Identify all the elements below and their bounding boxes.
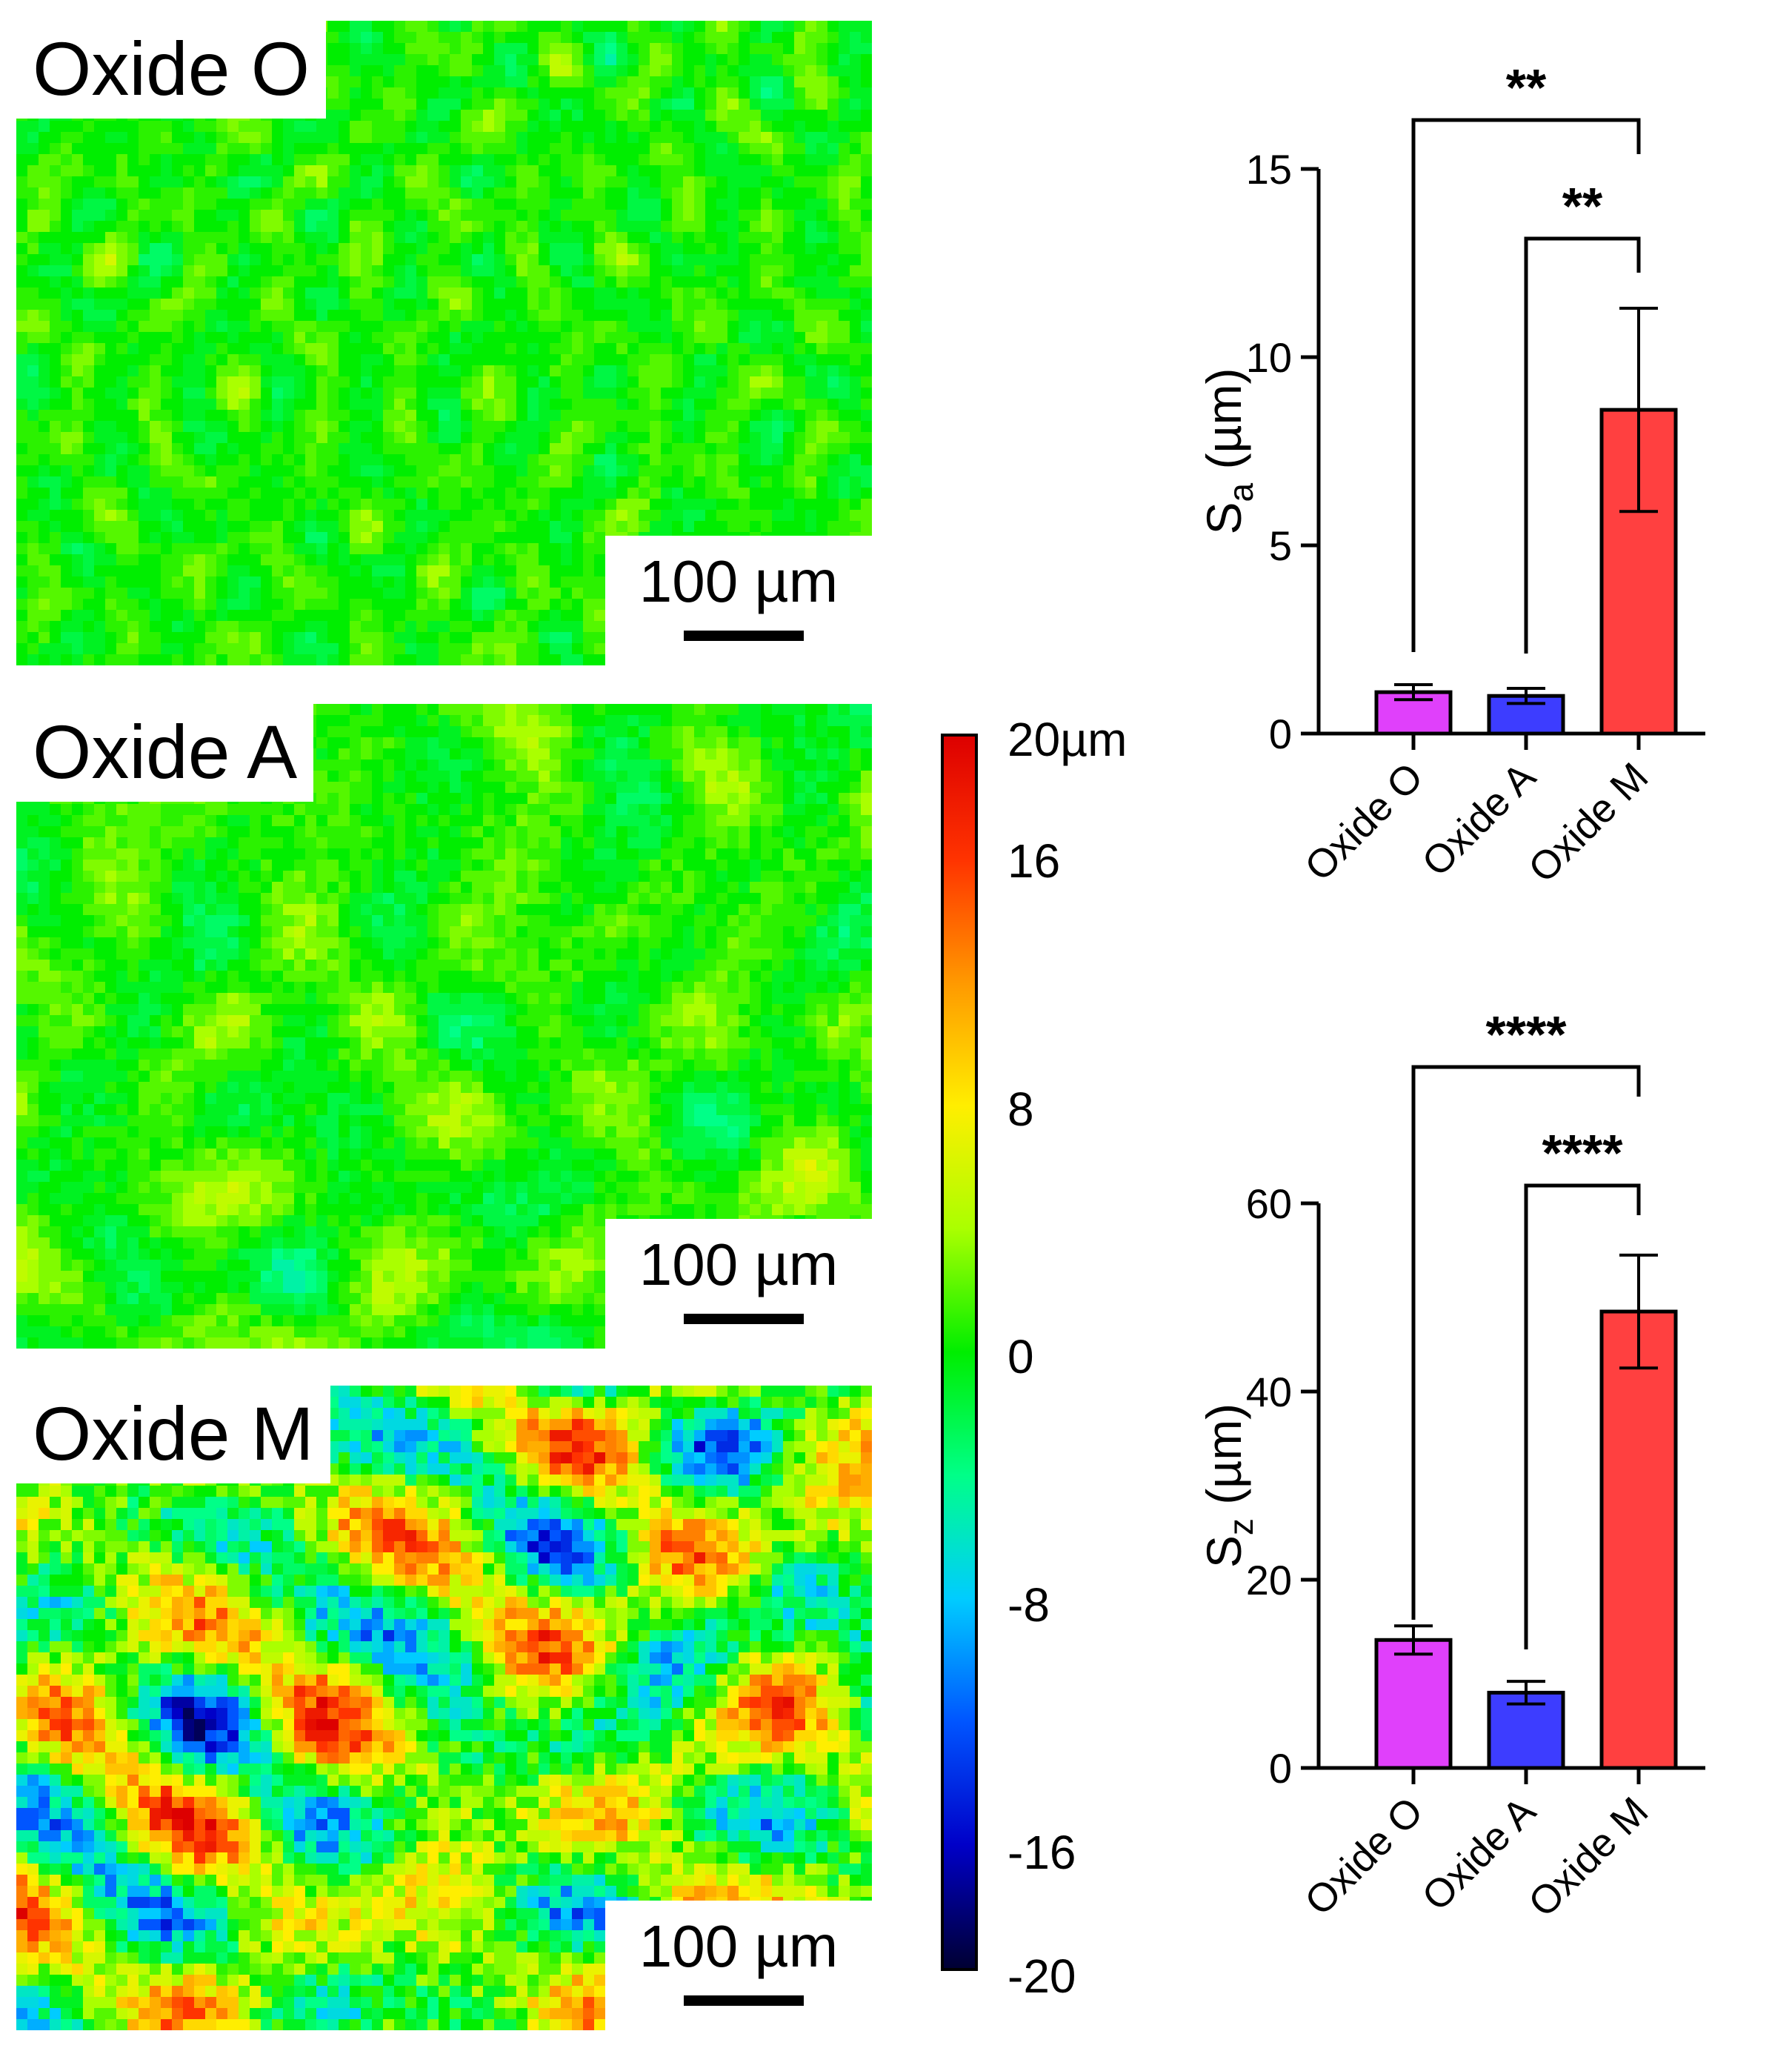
scale-bar (684, 1995, 804, 2006)
y-tick-label: 15 (1246, 146, 1292, 193)
significance-bracket (1524, 1183, 1641, 1649)
panel-label: Oxide O (16, 21, 327, 119)
colorbar-tick-label: -16 (1007, 1826, 1076, 1879)
colorbar-tick-label: 8 (1007, 1083, 1034, 1136)
y-tick-label: 10 (1246, 334, 1292, 381)
y-axis-title-unit: (µm) (1196, 368, 1251, 483)
x-tick-label: Oxide M (1520, 1789, 1657, 1926)
height-colorbar (941, 734, 978, 1971)
scale-bar-label: 100 µm (639, 548, 839, 614)
colorbar-max-label: 20µm (1007, 713, 1128, 766)
bar (1374, 1638, 1453, 1770)
scale-bar-label: 100 µm (639, 1913, 839, 1979)
y-tick-label: 40 (1246, 1369, 1292, 1415)
panel-label: Oxide A (16, 704, 314, 802)
y-tick-label: 60 (1246, 1180, 1292, 1227)
height-map-oxide-m: Oxide M 100 µm (16, 1386, 872, 2030)
y-tick-label: 5 (1269, 522, 1292, 569)
scale-bar (684, 1314, 804, 1324)
significance-bracket (1411, 118, 1641, 652)
colorbar-tick-label: 0 (1007, 1330, 1034, 1383)
colorbar-tick-label: -8 (1007, 1578, 1050, 1632)
y-tick-label: 0 (1269, 1745, 1292, 1792)
y-axis-title: Sz (µm) (1196, 1403, 1260, 1568)
x-tick-label: Oxide M (1520, 754, 1657, 891)
significance-label: **** (1542, 1124, 1624, 1182)
x-tick-label: Oxide O (1296, 1789, 1431, 1924)
scale-bar (684, 631, 804, 641)
significance-label: ** (1562, 177, 1603, 235)
y-axis-title-main: S (1196, 502, 1251, 534)
significance-label: **** (1486, 1005, 1568, 1063)
significance-label: ** (1506, 59, 1547, 116)
bar (1599, 1309, 1678, 1770)
height-map-oxide-a: Oxide A 100 µm (16, 704, 872, 1349)
significance-bracket (1524, 236, 1641, 654)
scale-bar-box: 100 µm (605, 1901, 872, 2030)
y-tick-label: 20 (1246, 1557, 1292, 1603)
y-tick-label: 0 (1269, 711, 1292, 757)
y-axis-title-sub: z (1222, 1518, 1260, 1535)
y-axis-title-unit: (µm) (1196, 1403, 1251, 1518)
panel-label: Oxide M (16, 1386, 330, 1483)
significance-bracket (1411, 1065, 1641, 1620)
x-tick-label: Oxide O (1296, 754, 1431, 889)
chart-sa: 0 5 10 15 Oxide O Oxide A Oxide M ** ** Sa (µm) (1185, 30, 1792, 1052)
colorbar-tick-label: 16 (1007, 834, 1061, 888)
y-axis-title-sub: a (1222, 482, 1260, 502)
colorbar-tick-label: -20 (1007, 1949, 1076, 2003)
y-axis-title: Sa (µm) (1196, 368, 1260, 535)
scale-bar-box: 100 µm (605, 1219, 872, 1349)
height-map-oxide-o: Oxide O 100 µm (16, 21, 872, 665)
scale-bar-label: 100 µm (639, 1231, 839, 1297)
y-axis-title-main: S (1196, 1535, 1251, 1568)
chart-sz: 0 20 40 60 Oxide O Oxide A Oxide M **** **** Sz (… (1185, 993, 1792, 2015)
scale-bar-box: 100 µm (605, 536, 872, 665)
